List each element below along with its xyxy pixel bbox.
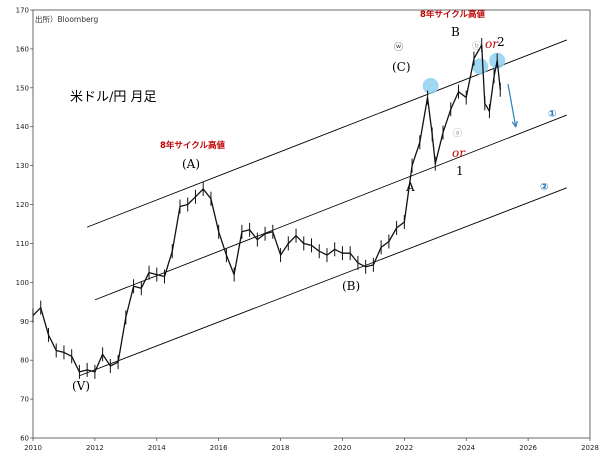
wave-label-b: B <box>451 25 460 39</box>
y-tick-label: 170 <box>16 7 29 15</box>
wave-label-b-circled: ⓑ <box>472 41 481 52</box>
plot-frame <box>32 9 591 439</box>
channel-line-2 <box>79 187 567 377</box>
y-tick-label: 150 <box>16 84 29 92</box>
x-tick-label: 2022 <box>395 444 413 452</box>
y-tick-label: 140 <box>16 123 29 131</box>
or-label-top: or <box>485 37 499 51</box>
channel-label-1: ① <box>548 109 556 120</box>
y-tick-label: 160 <box>16 45 29 53</box>
x-tick-label: 2010 <box>24 444 42 452</box>
y-tick-label: 120 <box>16 201 29 209</box>
x-tick-label: 2012 <box>86 444 104 452</box>
highlight-circle-0 <box>422 77 439 94</box>
x-tick-label: 2028 <box>581 444 599 452</box>
x-tick-label: 2024 <box>457 444 475 452</box>
y-tick-label: 90 <box>20 318 29 326</box>
trend-channels <box>79 39 567 377</box>
y-tick-label: 60 <box>20 435 29 443</box>
channel-line-1 <box>94 114 567 301</box>
x-tick-label: 2018 <box>272 444 290 452</box>
chart-title: 米ドル/円 月足 <box>70 90 157 105</box>
x-tick-label: 2016 <box>210 444 228 452</box>
y-tick-label: 70 <box>20 396 29 404</box>
chart-axes: 60 70 80 90 100 110 120 130 140 150 160 170 2010 2012… <box>16 7 599 453</box>
x-tick-label: 2014 <box>148 444 166 452</box>
y-tick-label: 130 <box>16 162 29 170</box>
y-tick-label: 100 <box>16 279 29 287</box>
wave-label-a-circled: ⓐ <box>453 128 462 139</box>
wave-label-c-paren: (C) <box>392 60 411 74</box>
y-tick-label: 80 <box>20 357 29 365</box>
wave-label-a-paren: (A) <box>182 157 200 171</box>
wave-label-w: ⓦ <box>394 42 403 53</box>
down-arrow-head <box>511 120 518 129</box>
source-label: 出所）Bloomberg <box>35 14 99 24</box>
wave-label-b-paren: (B) <box>342 279 360 293</box>
x-tick-label: 2020 <box>334 444 352 452</box>
wave-label-2: 2 <box>497 35 505 49</box>
down-arrow <box>507 83 517 127</box>
wave-label-1: 1 <box>456 164 464 178</box>
channel-label-2: ② <box>540 182 548 193</box>
y-tick-label: 110 <box>16 240 29 248</box>
cycle-label-2024: 8年サイクル高値 <box>420 9 485 20</box>
x-tick-label: 2026 <box>519 444 537 452</box>
or-label-bottom: or <box>452 146 466 160</box>
wave-label-v: (V) <box>72 379 90 393</box>
wave-label-a: A <box>405 180 415 194</box>
highlight-circle-1 <box>472 58 489 75</box>
price-series <box>32 38 518 379</box>
cycle-label-2015: 8年サイクル高値 <box>160 140 225 151</box>
channel-line-0 <box>86 39 567 228</box>
